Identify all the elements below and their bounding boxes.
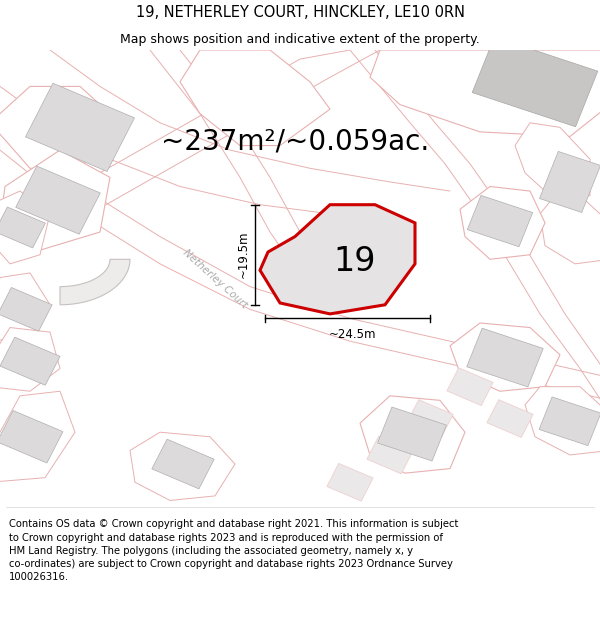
Polygon shape xyxy=(0,273,50,341)
Polygon shape xyxy=(0,288,52,331)
Polygon shape xyxy=(25,83,134,171)
Polygon shape xyxy=(0,411,63,463)
Polygon shape xyxy=(525,387,600,455)
Polygon shape xyxy=(370,50,600,136)
Text: 19: 19 xyxy=(334,244,376,278)
Polygon shape xyxy=(260,205,415,314)
Polygon shape xyxy=(130,432,235,501)
Text: ~24.5m: ~24.5m xyxy=(329,328,376,341)
Polygon shape xyxy=(0,337,60,385)
Text: Map shows position and indicative extent of the property.: Map shows position and indicative extent… xyxy=(120,32,480,46)
Polygon shape xyxy=(515,122,590,200)
Polygon shape xyxy=(539,151,600,213)
Polygon shape xyxy=(60,259,130,305)
Polygon shape xyxy=(460,186,545,259)
Polygon shape xyxy=(180,50,330,146)
Polygon shape xyxy=(472,37,598,127)
Polygon shape xyxy=(360,396,465,473)
Polygon shape xyxy=(407,400,453,437)
Text: Contains OS data © Crown copyright and database right 2021. This information is : Contains OS data © Crown copyright and d… xyxy=(9,519,458,582)
Polygon shape xyxy=(327,463,373,501)
Polygon shape xyxy=(540,196,600,264)
Polygon shape xyxy=(16,166,100,234)
Polygon shape xyxy=(447,368,493,406)
Polygon shape xyxy=(0,86,120,168)
Polygon shape xyxy=(0,150,110,250)
Polygon shape xyxy=(377,407,446,461)
Polygon shape xyxy=(450,323,560,391)
Polygon shape xyxy=(0,328,60,391)
Polygon shape xyxy=(0,207,46,248)
Text: Netherley Court: Netherley Court xyxy=(181,248,249,311)
Polygon shape xyxy=(152,439,214,489)
Text: 19, NETHERLEY COURT, HINCKLEY, LE10 0RN: 19, NETHERLEY COURT, HINCKLEY, LE10 0RN xyxy=(136,5,464,20)
Polygon shape xyxy=(0,391,75,482)
Polygon shape xyxy=(367,436,413,474)
Polygon shape xyxy=(467,328,543,387)
Polygon shape xyxy=(487,400,533,437)
Polygon shape xyxy=(0,191,50,264)
Text: ~237m²/~0.059ac.: ~237m²/~0.059ac. xyxy=(161,127,429,155)
Text: ~19.5m: ~19.5m xyxy=(236,231,250,279)
Polygon shape xyxy=(467,196,533,247)
Polygon shape xyxy=(539,397,600,446)
